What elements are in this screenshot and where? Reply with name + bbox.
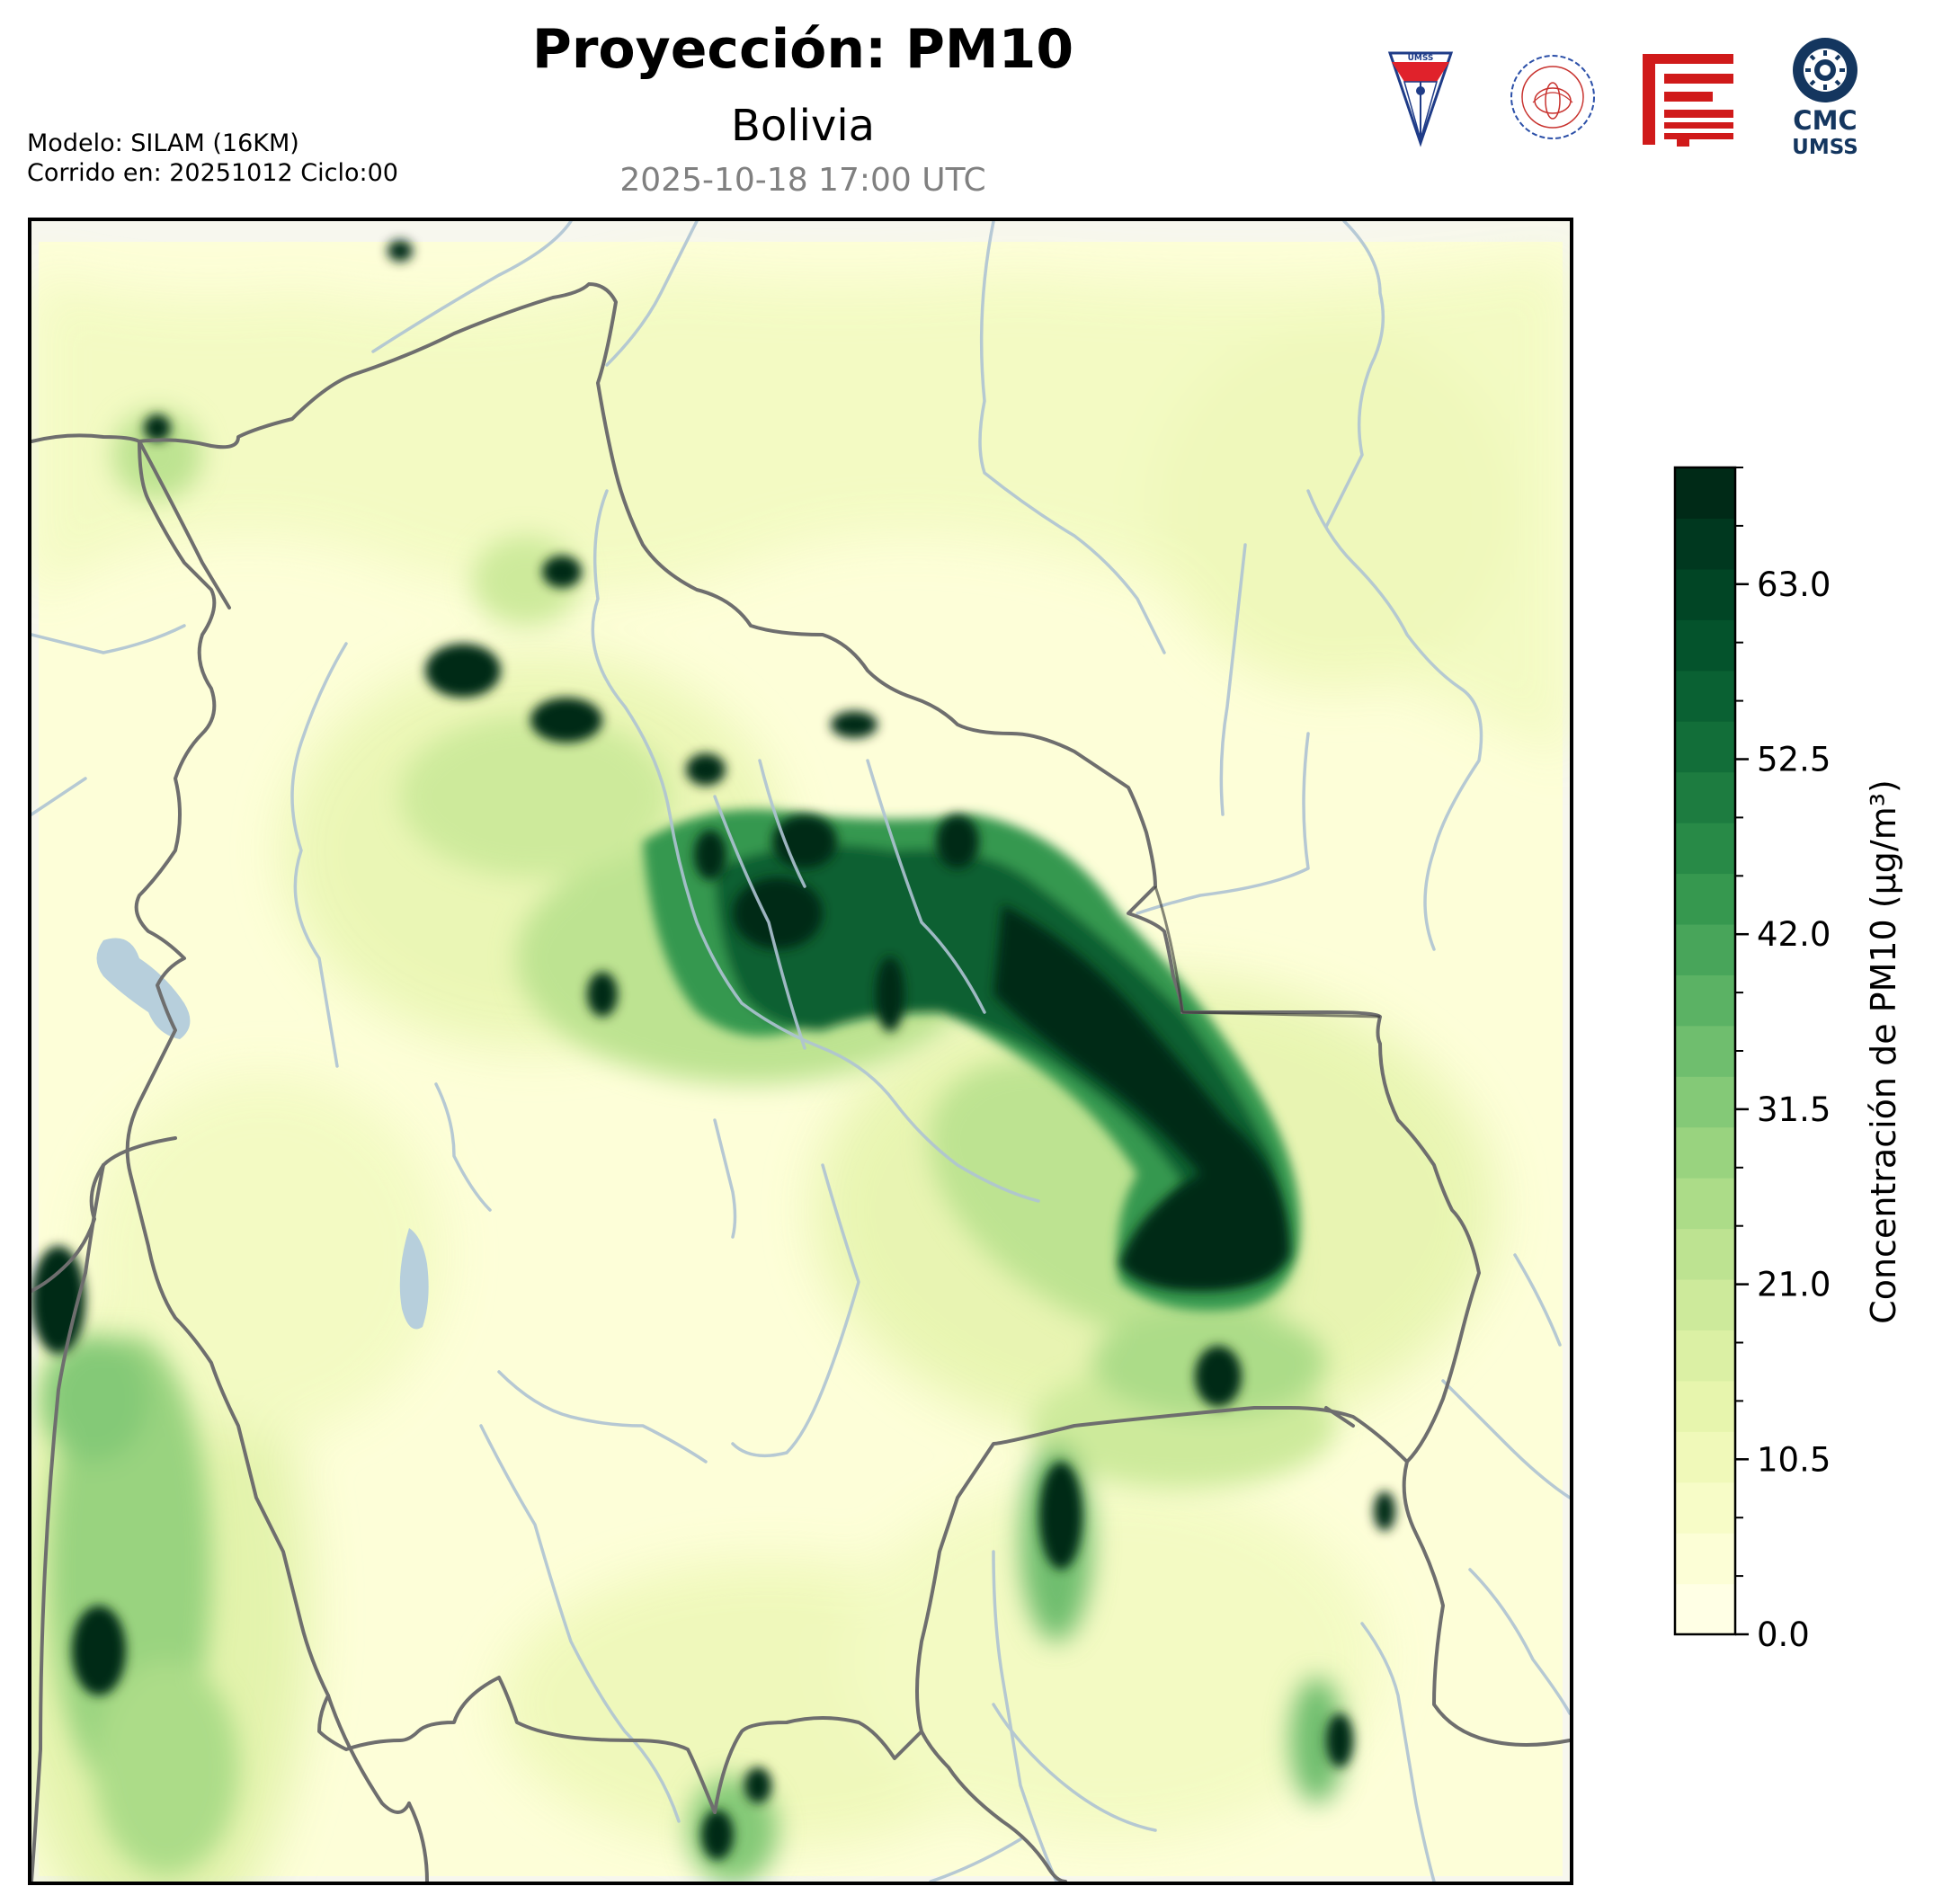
country-borders xyxy=(31,282,1570,1882)
colorbar-segment xyxy=(1675,974,1735,1027)
argentina-border-2 xyxy=(326,1694,411,1814)
colorbar-segment xyxy=(1675,1178,1735,1230)
colorbar-segment xyxy=(1675,1278,1735,1330)
bolivia-border xyxy=(125,282,1481,1814)
peru-bolivia-border xyxy=(31,433,141,443)
colorbar-segment xyxy=(1675,1533,1735,1585)
cmc-umss-logo: CMC UMSS xyxy=(1792,38,1858,157)
cmc-logo-subtext: UMSS xyxy=(1792,136,1858,157)
map-subtitle: Bolivia xyxy=(730,101,876,151)
colorbar-segment xyxy=(1675,1583,1735,1635)
colorbar-tick-label: 63.0 xyxy=(1757,565,1831,604)
colorbar-segment xyxy=(1675,670,1735,722)
map-title: Proyección: PM10 xyxy=(531,18,1074,81)
colorbar: 0.0 10.5 21.0 31.5 42.0 52.5 63.0 xyxy=(1673,466,1831,1654)
paraguay-north-border xyxy=(1324,1406,1355,1428)
fcyt-logo xyxy=(1643,54,1733,147)
colorbar-label: Concentración de PM10 (μg/m³) xyxy=(1864,779,1903,1324)
model-name: Modelo: SILAM (16KM) xyxy=(27,129,299,157)
colorbar-segment xyxy=(1675,721,1735,773)
svg-text:UMSS: UMSS xyxy=(1408,54,1434,63)
colorbar-segment xyxy=(1675,771,1735,823)
model-info: Modelo: SILAM (16KM) Corrido en: 2025101… xyxy=(27,129,398,188)
peru-brazil-border xyxy=(138,440,231,609)
colorbar-tick-label: 52.5 xyxy=(1757,741,1831,779)
cmc-logo-text: CMC xyxy=(1793,105,1857,136)
colorbar-tick-label: 0.0 xyxy=(1757,1615,1810,1654)
colorbar-segment xyxy=(1675,1126,1735,1179)
colorbar-segment xyxy=(1675,873,1735,925)
colorbar-tick-label: 42.0 xyxy=(1757,915,1831,954)
colorbar-tick-label: 10.5 xyxy=(1757,1440,1831,1479)
colorbar-segment xyxy=(1675,1380,1735,1432)
internal-boundaries xyxy=(1154,885,1381,1019)
colorbar-segment xyxy=(1675,619,1735,672)
colorbar-segment xyxy=(1675,1481,1735,1534)
colorbar-segment xyxy=(1675,1330,1735,1382)
colorbar-segment xyxy=(1675,1228,1735,1280)
paraguay-brazil-border xyxy=(1402,1460,1570,1747)
map-panel xyxy=(28,218,1573,1885)
chile-argentina-border xyxy=(31,1163,105,1882)
argentina-north-border xyxy=(407,1802,429,1882)
pm10-map xyxy=(31,221,1570,1882)
colorbar-tick-label: 21.0 xyxy=(1757,1266,1831,1304)
colorbar-segment xyxy=(1675,1431,1735,1483)
forecast-datetime: 2025-10-18 17:00 UTC xyxy=(619,162,986,199)
colorbar-segment xyxy=(1675,568,1735,620)
colorbar-segment xyxy=(1675,823,1735,875)
colorbar-segment xyxy=(1675,467,1735,520)
colorbar-segment xyxy=(1675,923,1735,975)
colorbar-tick-label: 31.5 xyxy=(1757,1090,1831,1129)
argentina-paraguay-border xyxy=(920,1730,1067,1882)
colorbar-segment xyxy=(1675,1076,1735,1128)
lake-poopo xyxy=(399,1228,429,1330)
umss-seal-logo: UMSS xyxy=(1387,51,1454,147)
colorbar-segment xyxy=(1675,1025,1735,1077)
model-run: Corrido en: 20251012 Ciclo:00 xyxy=(27,159,398,187)
rivers xyxy=(31,221,1570,1882)
colorbar-segment xyxy=(1675,518,1735,570)
physics-dept-logo xyxy=(1510,55,1595,139)
